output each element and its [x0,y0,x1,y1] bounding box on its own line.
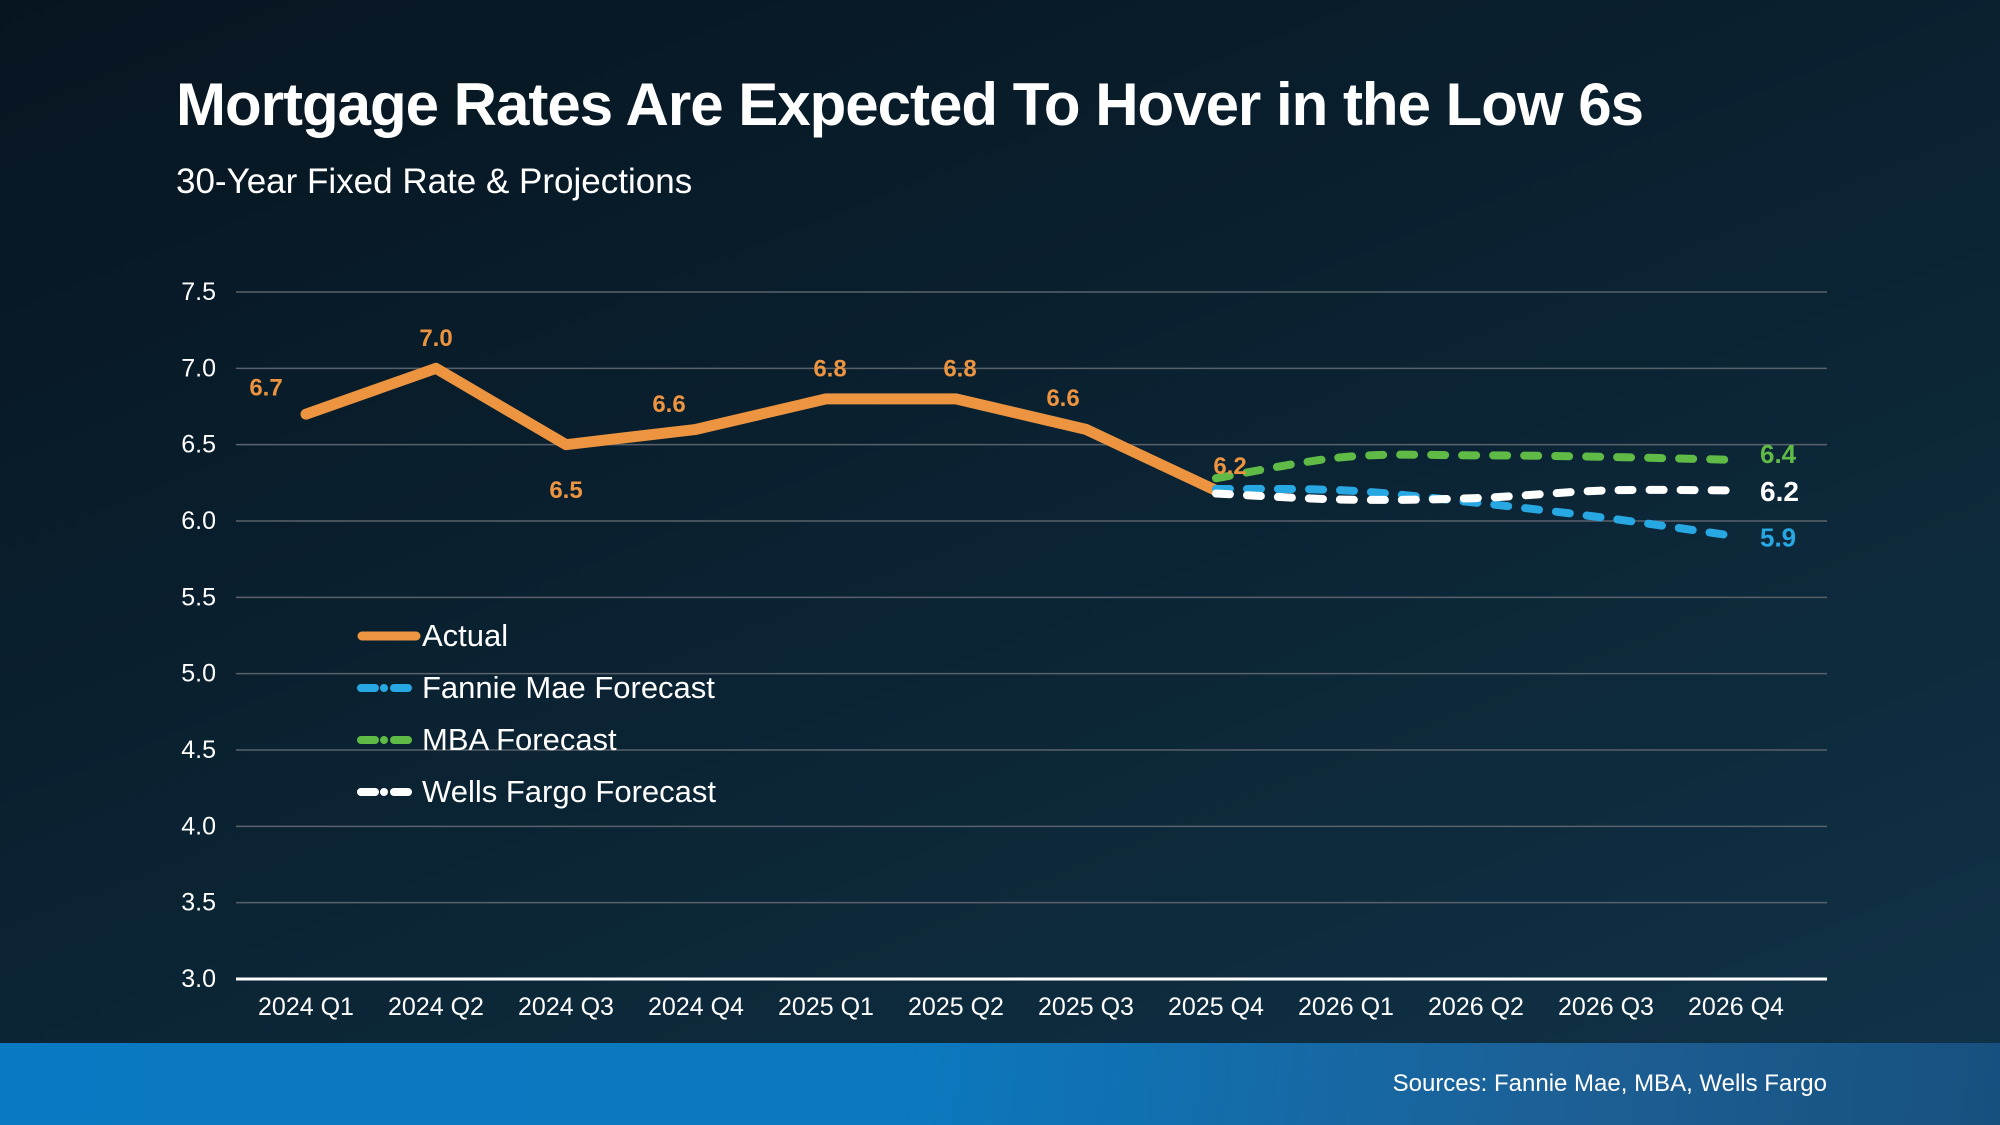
legend-swatch-mba [357,736,421,744]
x-tick-label: 2026 Q1 [1298,993,1394,1021]
y-tick-label: 5.0 [181,660,216,688]
chart-legend: Actual Fannie Mae Forecast MBA Forecast … [357,610,716,818]
series-line-actual [300,362,1222,496]
y-tick-label: 7.5 [181,278,216,306]
y-tick-label: 6.5 [181,431,216,459]
legend-swatch-wells-fargo [357,788,421,796]
y-tick-label: 3.5 [181,889,216,917]
value-label: 6.2 [1213,453,1246,480]
end-label-wells-fargo-forecast: 6.2 [1760,476,1799,507]
legend-swatch-fannie-mae [357,684,421,692]
x-tick-label: 2025 Q4 [1168,993,1264,1021]
series-line-wells-fargo-forecast [1212,485,1740,504]
x-tick-label: 2026 Q3 [1558,993,1654,1021]
y-axis-tick-labels: 7.5 7.0 6.5 6.0 5.5 5.0 4.5 4.0 3.5 3.0 [181,278,216,993]
gridlines [236,291,1827,981]
legend-item-fannie-mae: Fannie Mae Forecast [357,662,716,714]
legend-label-wells-fargo: Wells Fargo Forecast [422,774,717,809]
value-label: 6.5 [549,477,582,504]
value-label: 6.6 [1046,385,1079,412]
y-tick-label: 4.5 [181,736,216,764]
y-tick-label: 6.0 [181,507,216,535]
x-axis-labels: 2024 Q1 2024 Q2 2024 Q3 2024 Q4 2025 Q1 2025 … [258,993,1784,1021]
x-tick-label: 2025 Q3 [1038,993,1134,1021]
footer-bar: Sources: Fannie Mae, MBA, Wells Fargo [0,1043,2000,1125]
value-label: 6.8 [813,355,846,382]
x-tick-label: 2026 Q4 [1688,993,1784,1021]
y-tick-label: 5.5 [181,583,216,611]
x-tick-label: 2025 Q2 [908,993,1004,1021]
series-line-mba-forecast [1212,450,1740,483]
end-label-mba-forecast: 6.4 [1760,439,1797,469]
legend-label-mba: MBA Forecast [422,722,617,757]
legend-item-mba: MBA Forecast [357,714,716,766]
y-tick-label: 3.0 [181,965,216,993]
x-tick-label: 2024 Q3 [518,993,614,1021]
x-tick-label: 2025 Q1 [778,993,874,1021]
x-tick-label: 2026 Q2 [1428,993,1524,1021]
page-title: Mortgage Rates Are Expected To Hover in … [176,71,1644,138]
end-label-fannie-mae-forecast: 5.9 [1760,522,1796,552]
legend-item-actual: Actual [357,610,716,662]
sources-text: Sources: Fannie Mae, MBA, Wells Fargo [1392,1070,1827,1097]
legend-swatch-actual [357,631,421,641]
x-tick-label: 2024 Q4 [648,993,744,1021]
x-tick-label: 2024 Q1 [258,993,354,1021]
page-subtitle: 30-Year Fixed Rate & Projections [176,162,693,201]
legend-label-fannie-mae: Fannie Mae Forecast [422,670,715,705]
actual-value-labels: 6.7 7.0 6.5 6.6 6.8 6.8 6.6 6.2 [249,325,1246,504]
y-tick-label: 7.0 [181,354,216,382]
value-label: 6.8 [943,355,976,382]
value-label: 7.0 [419,325,452,352]
x-tick-label: 2024 Q2 [388,993,484,1021]
series-line-fannie-mae-forecast [1212,484,1740,541]
forecast-end-labels: 6.4 5.9 6.2 [1760,439,1799,552]
legend-label-actual: Actual [422,618,509,653]
value-label: 6.7 [249,375,282,402]
y-tick-label: 4.0 [181,812,216,840]
value-label: 6.6 [652,391,685,418]
legend-item-wells-fargo: Wells Fargo Forecast [357,766,716,818]
